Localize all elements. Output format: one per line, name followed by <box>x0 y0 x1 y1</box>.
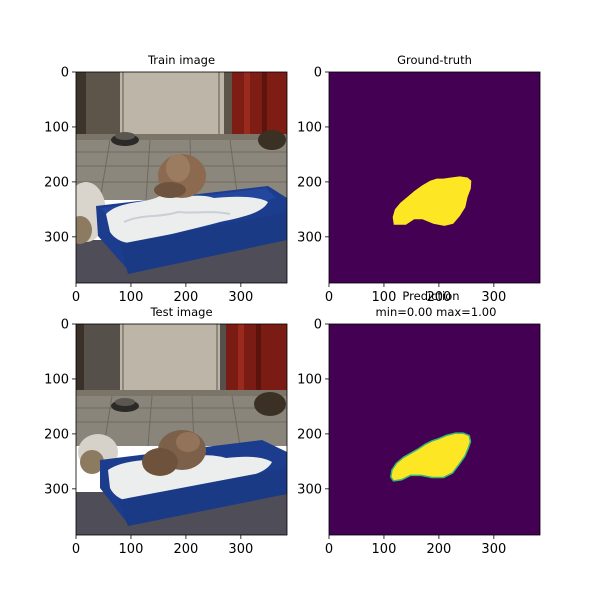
title-test-image: Test image <box>149 305 212 319</box>
test-image-ytick-label: 100 <box>44 372 69 387</box>
prediction-ytick-label: 300 <box>297 482 322 497</box>
ground-truth-ytick-label: 200 <box>297 175 322 190</box>
train-image-ytick-label: 0 <box>61 66 69 81</box>
train-image-xtick-label: 0 <box>72 290 80 305</box>
title-train-image: Train image <box>147 53 215 67</box>
train-image-ytick-label: 300 <box>44 230 69 245</box>
ground-truth-xtick-label: 100 <box>372 290 397 305</box>
prediction-xtick-label: 100 <box>372 542 397 557</box>
test-image-ytick-label: 0 <box>61 318 69 333</box>
ground-truth-xtick-label: 300 <box>481 290 506 305</box>
test-image-xtick-label: 300 <box>228 542 253 557</box>
ground-truth-xtick-label: 0 <box>325 290 333 305</box>
prediction-xtick-label: 200 <box>426 542 451 557</box>
prediction-xtick-label: 300 <box>481 542 506 557</box>
panel-ground-truth: Ground-truth <box>329 53 540 283</box>
ground-truth-xtick-label: 200 <box>426 290 451 305</box>
prediction-ytick-label: 200 <box>297 427 322 442</box>
prediction-ytick-label: 0 <box>314 318 322 333</box>
train-image-ytick-label: 100 <box>44 120 69 135</box>
test-image-xtick-label: 100 <box>119 542 144 557</box>
prediction-background <box>329 324 540 535</box>
test-image-xtick-label: 0 <box>72 542 80 557</box>
ground-truth-background <box>329 72 540 283</box>
prediction-xtick-label: 0 <box>325 542 333 557</box>
ground-truth-ytick-label: 300 <box>297 230 322 245</box>
subtitle-prediction: min=0.00 max=1.00 <box>376 305 497 319</box>
title-ground-truth: Ground-truth <box>397 53 472 67</box>
test-photo <box>76 324 287 535</box>
test-image-ytick-label: 300 <box>44 482 69 497</box>
panel-prediction: Prediction min=0.00 max=1.00 <box>329 289 540 535</box>
test-image-ytick-label: 200 <box>44 427 69 442</box>
test-image-xtick-label: 200 <box>173 542 198 557</box>
panel-train-image: Train image <box>66 53 287 283</box>
train-image-xtick-label: 300 <box>228 290 253 305</box>
train-photo <box>66 72 287 283</box>
train-image-ytick-label: 200 <box>44 175 69 190</box>
prediction-ytick-label: 100 <box>297 372 322 387</box>
ground-truth-ytick-label: 0 <box>314 66 322 81</box>
train-image-xtick-label: 200 <box>173 290 198 305</box>
ground-truth-ytick-label: 100 <box>297 120 322 135</box>
train-image-xtick-label: 100 <box>119 290 144 305</box>
panel-test-image: Test image <box>76 305 287 535</box>
